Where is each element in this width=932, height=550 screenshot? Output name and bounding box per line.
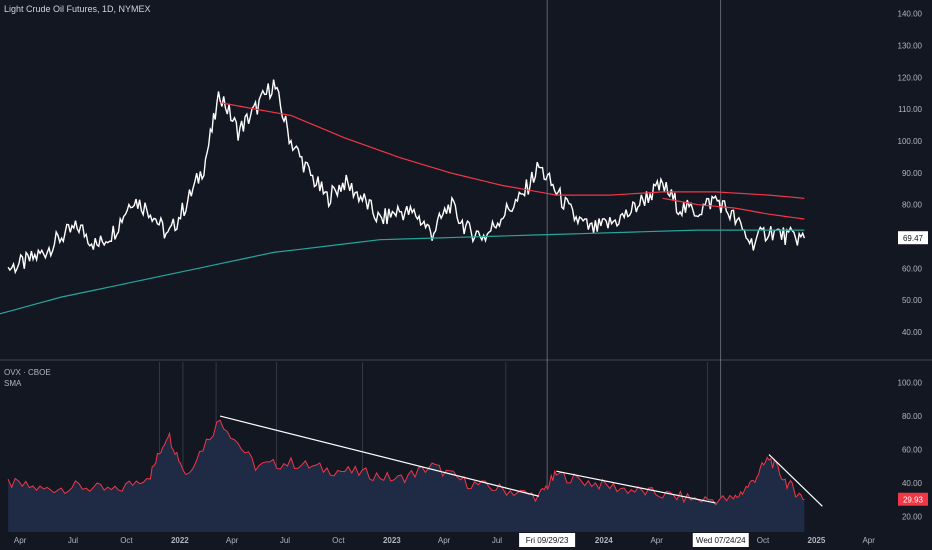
series-line-price xyxy=(7,79,806,275)
x-tick-label: Jul xyxy=(492,536,502,545)
price-tick-label: 50.00 xyxy=(902,296,923,305)
price-tick-label: 40.00 xyxy=(902,328,923,337)
x-tick-label: Jul xyxy=(280,536,290,545)
price-tick-label: 110.00 xyxy=(898,105,922,114)
price-tick-label: 80.00 xyxy=(902,201,923,210)
price-chart-title: Light Crude Oil Futures, 1D, NYMEX xyxy=(4,4,151,14)
x-tick-label: Apr xyxy=(650,536,663,545)
price-tick-label: 120.00 xyxy=(898,73,923,82)
x-tick-label: Apr xyxy=(862,536,875,545)
x-tick-label: Apr xyxy=(438,536,451,545)
time-axis xyxy=(0,532,932,550)
last-price-label: 69.47 xyxy=(903,234,924,243)
ovx-last-label: 29.93 xyxy=(903,496,924,505)
series-line-100-day xyxy=(662,197,805,220)
ovx-tick-label: 80.00 xyxy=(902,412,923,421)
crosshair-date-label: Wed 07/24/24 xyxy=(696,536,746,545)
price-tick-label: 140.00 xyxy=(898,10,923,19)
x-tick-label: 2023 xyxy=(383,536,401,545)
series-line-SMA xyxy=(0,229,805,315)
price-tick-label: 60.00 xyxy=(902,264,923,273)
trendline-1 xyxy=(556,470,716,504)
ovx-sma-label: SMA xyxy=(4,379,22,388)
x-tick-label: 2025 xyxy=(808,536,826,545)
x-tick-label: Apr xyxy=(14,536,27,545)
ovx-tick-label: 100.00 xyxy=(898,379,923,388)
crosshair-date-box xyxy=(519,533,576,547)
ovx-tick-label: 40.00 xyxy=(902,479,923,488)
ovx-area xyxy=(8,420,805,532)
ovx-legend: OVX · CBOE SMA xyxy=(4,367,51,389)
ovx-last-box xyxy=(898,492,928,506)
price-tick-label: 130.00 xyxy=(898,41,923,50)
ovx-title: OVX · CBOE xyxy=(4,368,51,377)
x-tick-label: Oct xyxy=(332,536,345,545)
x-tick-label: Jul xyxy=(68,536,78,545)
x-tick-label: Apr xyxy=(226,536,239,545)
price-tick-label: 100.00 xyxy=(898,137,923,146)
crosshair-date-label: Fri 09/29/23 xyxy=(526,536,569,545)
pane-separator xyxy=(0,359,932,361)
trendline-0 xyxy=(219,415,540,497)
last-price-box xyxy=(898,231,928,245)
crosshair-date-box xyxy=(692,533,749,547)
x-tick-label: Oct xyxy=(120,536,133,545)
ovx-tick-label: 60.00 xyxy=(902,446,923,455)
ovx-line xyxy=(7,419,805,506)
x-tick-label: 2024 xyxy=(595,536,613,545)
x-tick-label: 2022 xyxy=(171,536,189,545)
x-tick-label: Oct xyxy=(757,536,770,545)
ovx-tick-label: 20.00 xyxy=(902,512,923,521)
price-tick-label: 90.00 xyxy=(902,169,923,178)
trendline-2 xyxy=(768,454,823,507)
series-line-200-day xyxy=(219,102,805,199)
